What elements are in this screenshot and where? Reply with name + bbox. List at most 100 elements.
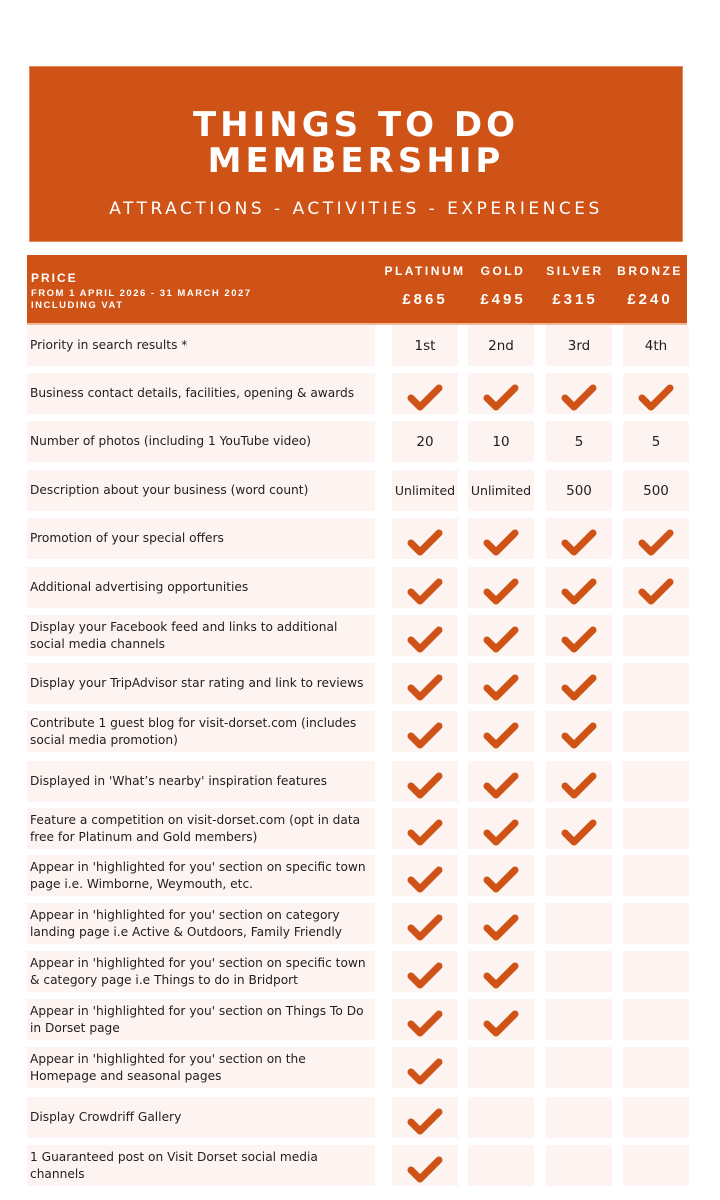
tier-price: £495 xyxy=(480,291,526,308)
tier-price: £315 xyxy=(552,291,598,308)
checkmark-cell xyxy=(468,999,534,1040)
value-cell: 5 xyxy=(546,421,612,462)
checkmark-cell xyxy=(392,567,458,608)
checkmark-cell xyxy=(546,761,612,802)
empty-cell xyxy=(546,903,612,944)
feature-text: Display Crowdriff Gallery xyxy=(30,1110,182,1124)
empty-cell xyxy=(546,1047,612,1088)
pricing-header: PRICE FROM 1 APRIL 2026 - 31 MARCH 2027 … xyxy=(27,255,687,325)
cell-value: 2nd xyxy=(488,337,514,354)
feature-label: Description about your business (word co… xyxy=(27,470,375,511)
checkmark-icon xyxy=(481,953,521,991)
feature-text: Additional advertising opportunities xyxy=(30,580,249,594)
empty-cell xyxy=(546,951,612,992)
cell-value: 1st xyxy=(414,337,436,354)
checkmark-cell xyxy=(468,903,534,944)
feature-label: Feature a competition on visit-dorset.co… xyxy=(27,808,375,849)
tier-price: £240 xyxy=(627,291,673,308)
checkmark-icon xyxy=(405,905,445,943)
feature-text: Number of photos (including 1 YouTube vi… xyxy=(30,434,312,448)
empty-cell xyxy=(546,1145,612,1186)
feature-label: Additional advertising opportunities xyxy=(27,567,375,608)
feature-label: Contribute 1 guest blog for visit-dorset… xyxy=(27,711,375,752)
empty-cell xyxy=(623,1097,689,1138)
tier-price: £865 xyxy=(402,291,448,308)
checkmark-icon xyxy=(636,375,676,413)
checkmark-icon xyxy=(405,569,445,607)
cell-value: Unlimited xyxy=(394,483,456,498)
checkmark-icon xyxy=(559,713,599,751)
checkmark-icon xyxy=(481,763,521,801)
feature-label: Display your TripAdvisor star rating and… xyxy=(27,663,375,704)
empty-cell xyxy=(623,615,689,656)
checkmark-icon xyxy=(481,857,521,895)
feature-label: Appear in 'highlighted for you' section … xyxy=(27,855,375,896)
checkmark-cell xyxy=(392,518,458,559)
empty-cell xyxy=(623,999,689,1040)
value-cell: 500 xyxy=(623,470,689,511)
checkmark-cell xyxy=(392,761,458,802)
feature-text: Appear in 'highlighted for you' section … xyxy=(30,1003,364,1035)
checkmark-icon xyxy=(405,953,445,991)
tier-name: SILVER xyxy=(546,264,604,278)
feature-label: Appear in 'highlighted for you' section … xyxy=(27,999,375,1040)
banner-title-line1: THINGS TO DO xyxy=(192,105,520,145)
cell-value: 4th xyxy=(644,337,668,354)
feature-text: Display your Facebook feed and links to … xyxy=(30,619,338,651)
checkmark-icon xyxy=(559,763,599,801)
feature-label: Displayed in 'What’s nearby' inspiration… xyxy=(27,761,375,802)
checkmark-icon xyxy=(559,569,599,607)
checkmark-cell xyxy=(468,518,534,559)
checkmark-cell xyxy=(392,663,458,704)
checkmark-cell xyxy=(468,373,534,414)
title-banner: THINGS TO DO MEMBERSHIP ATTRACTIONS - AC… xyxy=(29,66,683,242)
checkmark-icon xyxy=(481,1001,521,1039)
value-cell: 3rd xyxy=(546,325,612,366)
checkmark-icon xyxy=(559,520,599,558)
empty-cell xyxy=(623,663,689,704)
feature-text: Feature a competition on visit-dorset.co… xyxy=(30,812,361,844)
feature-label: Promotion of your special offers xyxy=(27,518,375,559)
checkmark-cell xyxy=(623,373,689,414)
checkmark-icon xyxy=(405,375,445,413)
checkmark-cell xyxy=(546,518,612,559)
feature-label: Display your Facebook feed and links to … xyxy=(27,615,375,656)
feature-text: Appear in 'highlighted for you' section … xyxy=(30,859,366,891)
empty-cell xyxy=(623,711,689,752)
checkmark-icon xyxy=(405,713,445,751)
value-cell: Unlimited xyxy=(392,470,458,511)
banner-title-line2: MEMBERSHIP xyxy=(207,141,505,181)
banner-subtitle: ATTRACTIONS - ACTIVITIES - EXPERIENCES xyxy=(109,199,603,219)
feature-text: Displayed in 'What’s nearby' inspiration… xyxy=(30,774,327,788)
checkmark-icon xyxy=(481,665,521,703)
checkmark-icon xyxy=(636,569,676,607)
empty-cell xyxy=(468,1047,534,1088)
empty-cell xyxy=(468,1097,534,1138)
checkmark-icon xyxy=(559,617,599,655)
checkmark-cell xyxy=(392,903,458,944)
empty-cell xyxy=(623,1047,689,1088)
value-cell: 1st xyxy=(392,325,458,366)
cell-value: 5 xyxy=(574,433,584,450)
checkmark-icon xyxy=(481,713,521,751)
feature-text: Promotion of your special offers xyxy=(30,531,224,545)
price-period-dates: FROM 1 APRIL 2026 - 31 MARCH 2027 xyxy=(31,288,252,299)
checkmark-icon xyxy=(481,905,521,943)
value-cell: 2nd xyxy=(468,325,534,366)
cell-value: 500 xyxy=(566,482,592,499)
checkmark-icon xyxy=(636,520,676,558)
checkmark-cell xyxy=(546,663,612,704)
feature-text: Contribute 1 guest blog for visit-dorset… xyxy=(30,715,357,747)
checkmark-cell xyxy=(468,855,534,896)
checkmark-cell xyxy=(546,808,612,849)
checkmark-cell xyxy=(392,808,458,849)
tier-name: PLATINUM xyxy=(384,264,466,278)
checkmark-icon xyxy=(405,810,445,848)
checkmark-icon xyxy=(481,569,521,607)
value-cell: Unlimited xyxy=(468,470,534,511)
checkmark-cell xyxy=(468,567,534,608)
checkmark-cell xyxy=(546,373,612,414)
checkmark-icon xyxy=(405,1049,445,1087)
checkmark-cell xyxy=(392,951,458,992)
checkmark-icon xyxy=(405,617,445,655)
